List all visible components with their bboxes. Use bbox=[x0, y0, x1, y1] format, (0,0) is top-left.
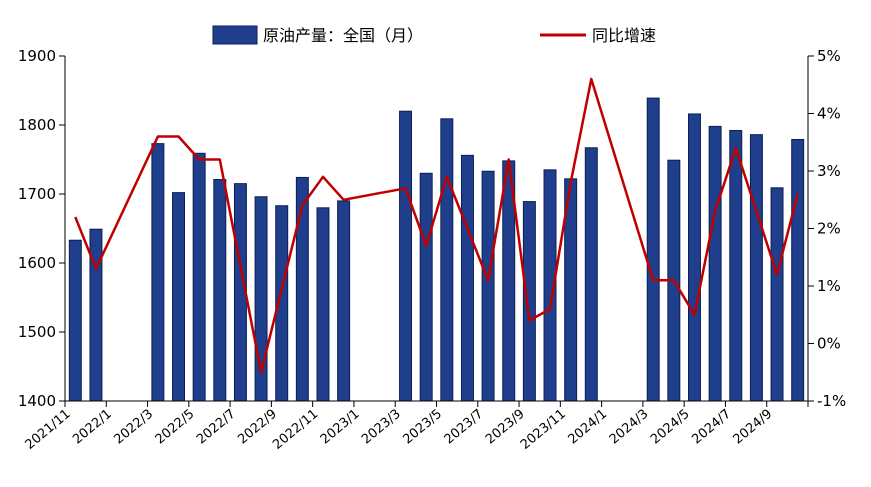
x-tick-label: 2021/11 bbox=[23, 407, 74, 453]
bar-2022/11 bbox=[317, 208, 329, 401]
y-left-tick-label: 1500 bbox=[18, 323, 56, 341]
x-tick-label: 2024/5 bbox=[648, 407, 693, 448]
bar-2024/9 bbox=[771, 188, 783, 401]
x-tick-label: 2024/3 bbox=[607, 407, 652, 448]
bar-2023/7 bbox=[482, 171, 494, 401]
bar-2023/9 bbox=[523, 202, 535, 401]
bar-2022/4 bbox=[173, 193, 185, 401]
legend-bar-swatch bbox=[213, 26, 257, 44]
legend: 原油产量：全国（月） 同比增速 bbox=[213, 26, 656, 45]
bar-2023/4 bbox=[420, 173, 432, 401]
y-right-tick-label: -1% bbox=[817, 392, 846, 410]
y-left-tick-label: 1400 bbox=[18, 392, 56, 410]
bar-2022/10 bbox=[296, 177, 308, 401]
x-tick-label: 2022/11 bbox=[270, 407, 321, 453]
x-tick-label: 2024/7 bbox=[689, 407, 734, 448]
x-tick-label: 2023/3 bbox=[359, 407, 404, 448]
bar-2024/5 bbox=[689, 114, 701, 401]
bar-2023/5 bbox=[441, 119, 453, 401]
bar-2024/7 bbox=[730, 131, 742, 401]
bar-2024/8 bbox=[750, 135, 762, 401]
x-tick-label: 2024/9 bbox=[731, 407, 776, 448]
bar-2023/3 bbox=[400, 111, 412, 401]
x-tick-label: 2022/3 bbox=[111, 407, 156, 448]
y-right-tick-label: 0% bbox=[817, 335, 841, 353]
bar-2023/6 bbox=[461, 155, 473, 401]
x-tick-label: 2023/11 bbox=[518, 407, 569, 453]
legend-bar-label: 原油产量：全国（月） bbox=[263, 26, 423, 45]
bar-2022/3 bbox=[152, 144, 164, 401]
bar-2022/6 bbox=[214, 180, 226, 401]
y-right-tick-label: 3% bbox=[817, 162, 841, 180]
x-tick-label: 2023/7 bbox=[442, 407, 487, 448]
x-tick-label: 2023/1 bbox=[318, 407, 363, 448]
y-left-tick-label: 1600 bbox=[18, 254, 56, 272]
bar-2021/11 bbox=[69, 240, 81, 401]
x-tick-label: 2022/5 bbox=[153, 407, 198, 448]
bar-2023/12 bbox=[585, 148, 597, 401]
y-left-tick-label: 1900 bbox=[18, 47, 56, 65]
bar-2022/12 bbox=[338, 201, 350, 401]
x-tick-label: 2023/5 bbox=[400, 407, 445, 448]
y-left-tick-label: 1700 bbox=[18, 185, 56, 203]
bar-2024/10 bbox=[792, 139, 804, 401]
bar-series bbox=[69, 98, 803, 401]
bar-2024/3 bbox=[647, 98, 659, 401]
legend-line-label: 同比增速 bbox=[592, 26, 656, 45]
y-right-tick-label: 2% bbox=[817, 220, 841, 238]
bar-2024/6 bbox=[709, 126, 721, 401]
x-tick-label: 2022/1 bbox=[70, 407, 115, 448]
y-right-tick-label: 1% bbox=[817, 277, 841, 295]
y-left-tick-label: 1800 bbox=[18, 116, 56, 134]
x-tick-label: 2024/1 bbox=[565, 407, 610, 448]
y-right-tick-label: 4% bbox=[817, 105, 841, 123]
y-right-tick-label: 5% bbox=[817, 47, 841, 65]
bar-2022/5 bbox=[193, 153, 205, 401]
x-tick-label: 2022/7 bbox=[194, 407, 239, 448]
